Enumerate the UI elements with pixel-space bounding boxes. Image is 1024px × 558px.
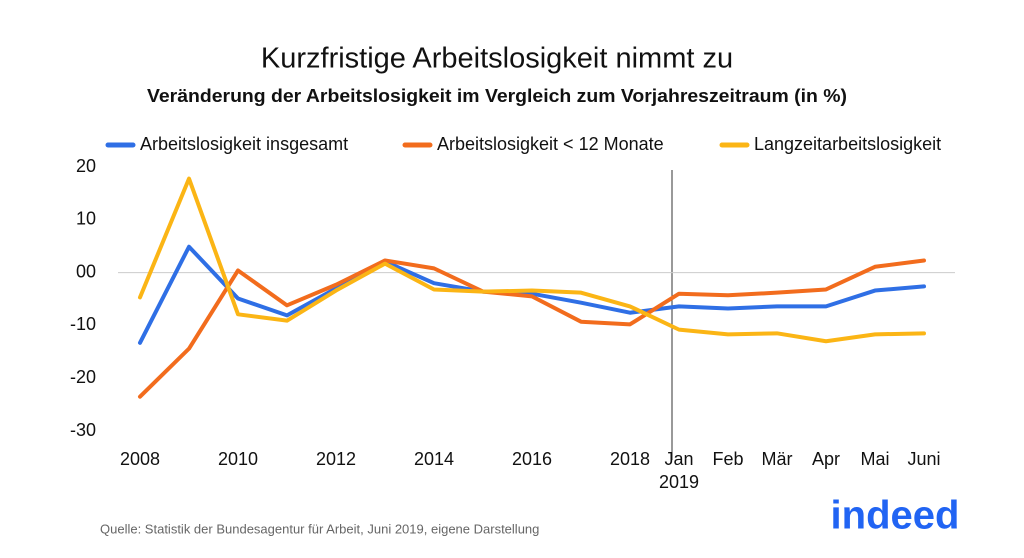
- x-tick-label: Juni: [907, 449, 940, 469]
- chart-title: Kurzfristige Arbeitslosigkeit nimmt zu: [261, 43, 733, 75]
- x-tick-label: Apr: [812, 449, 840, 469]
- x-tick-label: 2016: [512, 449, 552, 469]
- x-tick-label: 2018: [610, 449, 650, 469]
- x-tick-label: Feb: [712, 449, 743, 469]
- series-line: [138, 244, 926, 345]
- x-tick-label: 2012: [316, 449, 356, 469]
- legend-label: Arbeitslosigkeit < 12 Monate: [437, 134, 664, 154]
- y-tick-label: 00: [76, 261, 96, 281]
- y-tick-label: -30: [70, 420, 96, 440]
- x-tick-label: Mai: [860, 449, 889, 469]
- series-line: [138, 258, 926, 399]
- x-tick-label: 2010: [218, 449, 258, 469]
- y-tick-label: -20: [70, 367, 96, 387]
- x-tick-label: Mär: [762, 449, 793, 469]
- x-tick-label: Jan: [664, 449, 693, 469]
- logo: indeed: [831, 494, 960, 538]
- x-group-label: 2019: [659, 472, 699, 492]
- y-tick-label: 10: [76, 209, 96, 229]
- y-tick-label: -10: [70, 314, 96, 334]
- source-note: Quelle: Statistik der Bundesagentur für …: [100, 521, 539, 536]
- legend-label: Langzeitarbeitslosigkeit: [754, 134, 941, 154]
- legend-label: Arbeitslosigkeit insgesamt: [140, 134, 348, 154]
- series-line: [138, 176, 926, 344]
- x-tick-label: 2014: [414, 449, 454, 469]
- x-tick-label: 2008: [120, 449, 160, 469]
- y-tick-label: 20: [76, 156, 96, 176]
- chart-subtitle: Veränderung der Arbeitslosigkeit im Verg…: [147, 86, 847, 106]
